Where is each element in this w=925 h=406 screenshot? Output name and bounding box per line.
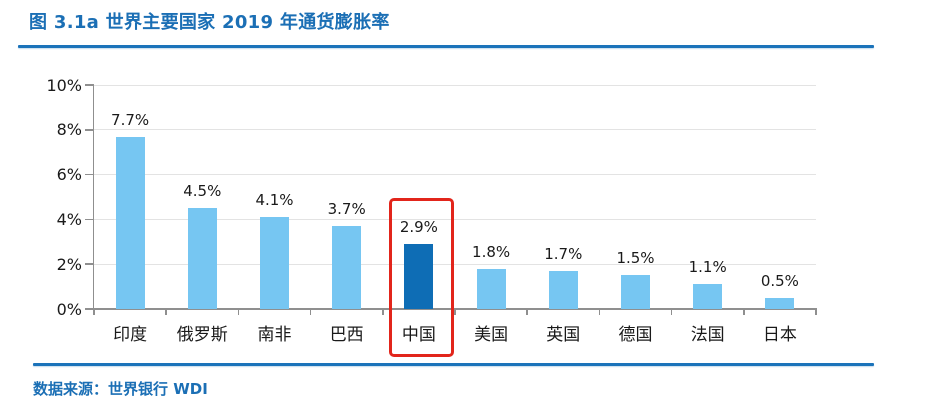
y-axis-tick-label: 4% <box>56 209 82 229</box>
bar-japan <box>765 297 795 309</box>
x-axis-label-germany: 德国 <box>618 325 653 345</box>
y-axis-tick <box>85 173 94 176</box>
bar-value-label-south-africa: 4.1% <box>255 191 294 210</box>
gridline <box>94 218 816 220</box>
x-axis-label-brazil: 巴西 <box>329 325 364 345</box>
x-axis-line <box>92 308 817 310</box>
x-axis-tick <box>526 309 528 315</box>
top-divider-rule <box>18 45 874 48</box>
x-axis-tick <box>670 309 673 315</box>
x-axis-label-china: 中国 <box>401 325 436 345</box>
bottom-divider-rule <box>33 363 874 366</box>
bar-china <box>404 244 434 309</box>
x-axis-tick <box>815 309 817 315</box>
y-axis-tick <box>85 129 94 131</box>
x-axis-label-india: 印度 <box>113 325 148 345</box>
bar-usa <box>476 268 506 309</box>
bar-value-label-usa: 1.8% <box>472 242 511 261</box>
bar-value-label-japan: 0.5% <box>760 271 799 290</box>
y-axis-tick <box>85 84 94 86</box>
data-source-note: 数据来源：世界银行 WDI <box>33 380 208 398</box>
x-axis-label-uk: 英国 <box>546 325 581 345</box>
y-axis-tick <box>85 263 94 265</box>
bar-russia <box>187 208 217 309</box>
bar-value-label-brazil: 3.7% <box>327 200 366 219</box>
bar-brazil <box>332 226 362 309</box>
y-axis-tick-label: 6% <box>56 165 82 185</box>
x-axis-tick <box>382 309 384 315</box>
x-axis-tick <box>309 309 312 315</box>
bar-value-label-india: 7.7% <box>111 110 150 129</box>
x-axis-label-france: 法国 <box>690 325 725 345</box>
gridline <box>94 174 816 176</box>
x-axis-label-russia: 俄罗斯 <box>176 325 228 345</box>
bar-value-label-russia: 4.5% <box>183 182 222 201</box>
x-axis-label-south-africa: 南非 <box>257 325 292 345</box>
bar-value-label-uk: 1.7% <box>544 244 583 263</box>
x-axis-tick <box>598 309 601 315</box>
figure-title: 图 3.1a 世界主要国家 2019 年通货膨胀率 <box>29 12 390 33</box>
gridline <box>94 84 816 86</box>
y-axis-tick <box>85 218 94 221</box>
y-axis-tick-label: 10% <box>46 75 82 95</box>
x-axis-tick <box>454 309 456 315</box>
x-axis-label-japan: 日本 <box>762 325 797 345</box>
highlight-box-china <box>388 198 454 357</box>
gridline <box>94 263 816 265</box>
y-axis-tick-label: 0% <box>56 299 82 319</box>
gridline <box>94 129 816 131</box>
y-axis-tick <box>85 308 94 310</box>
bar-value-label-france: 1.1% <box>688 258 727 277</box>
bar-uk <box>548 270 578 309</box>
x-axis-tick <box>165 309 167 315</box>
bar-india <box>115 136 145 309</box>
y-axis-tick-label: 2% <box>56 254 82 274</box>
bar-value-label-china: 2.9% <box>399 218 438 237</box>
bar-germany <box>621 275 650 309</box>
x-axis-tick <box>237 309 240 315</box>
bar-france <box>693 284 723 309</box>
x-axis-label-usa: 美国 <box>474 325 509 345</box>
y-axis-tick-label: 8% <box>56 120 82 140</box>
y-axis-line <box>92 84 94 310</box>
bar-south-africa <box>260 217 289 309</box>
x-axis-tick <box>93 309 95 315</box>
x-axis-tick <box>743 309 745 315</box>
bar-value-label-germany: 1.5% <box>616 249 655 268</box>
